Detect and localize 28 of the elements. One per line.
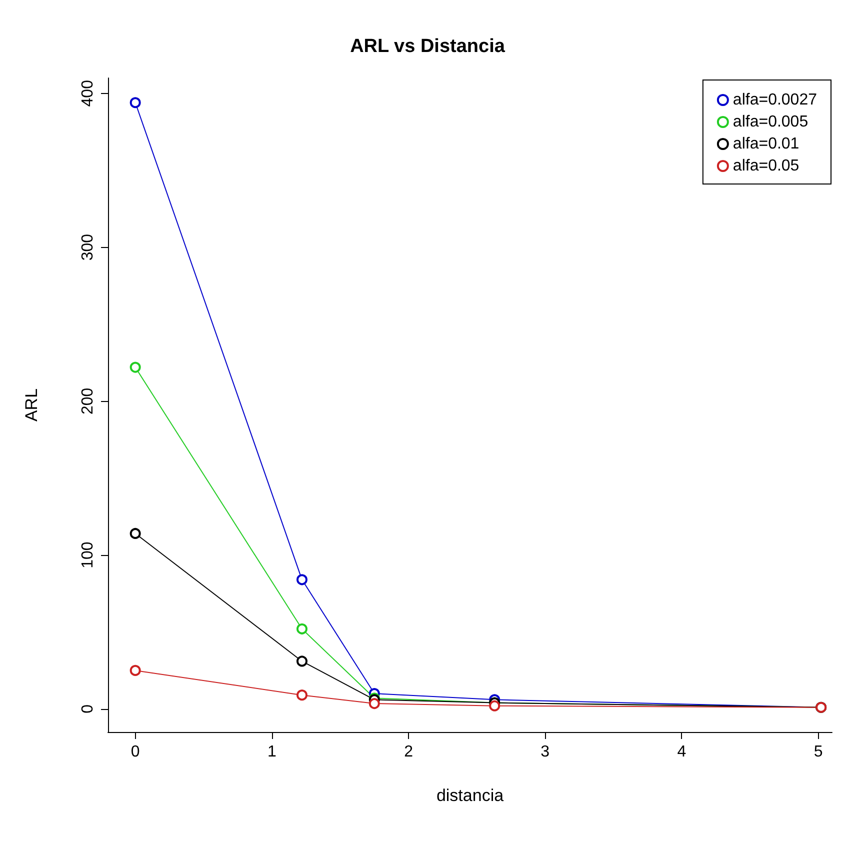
legend-label: alfa=0.005 — [732, 114, 808, 130]
y-tick-label: 0 — [80, 704, 96, 714]
point — [489, 700, 500, 712]
y-axis-title: ARL — [22, 388, 41, 422]
point — [296, 623, 308, 634]
x-axis-title: distancia — [436, 786, 504, 805]
point — [368, 698, 380, 710]
x-tick-label: 2 — [404, 744, 414, 760]
x-tick-label: 4 — [677, 744, 686, 760]
point — [130, 664, 141, 676]
point — [130, 97, 141, 108]
x-tick-label: 5 — [814, 744, 823, 760]
point — [296, 574, 308, 586]
legend-label: alfa=0.05 — [732, 158, 800, 174]
y-tick-label: 200 — [80, 388, 96, 415]
point — [296, 656, 308, 667]
legend-label: alfa=0.01 — [732, 136, 800, 152]
legend-label: alfa=0.0027 — [732, 92, 818, 108]
chart-title: ARL vs Distancia — [350, 36, 506, 57]
point — [296, 690, 308, 701]
y-tick-label: 100 — [80, 542, 96, 568]
y-tick-label: 400 — [80, 80, 96, 107]
x-tick-label: 0 — [130, 744, 140, 760]
y-tick-label: 300 — [80, 234, 96, 261]
x-tick-label: 1 — [267, 744, 276, 760]
point — [130, 528, 141, 539]
x-tick-label: 3 — [540, 744, 550, 760]
point — [130, 362, 141, 373]
